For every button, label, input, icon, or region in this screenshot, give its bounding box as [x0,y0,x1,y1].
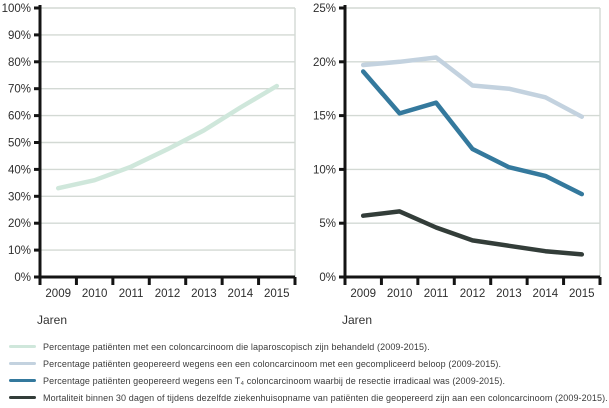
svg-text:2011: 2011 [119,288,144,300]
legend-label-laparoscopisch: Percentage patiënten met een coloncarcin… [43,341,430,352]
svg-text:15%: 15% [313,111,336,123]
legend-label-t4: Percentage patiënten geopereerd wegens e… [43,375,506,386]
svg-text:2010: 2010 [82,288,108,300]
svg-text:2009: 2009 [350,288,376,300]
svg-text:2009: 2009 [45,288,71,300]
svg-text:10%: 10% [313,164,336,176]
legend-label-mortaliteit: Mortaliteit binnen 30 dagen of tijdens d… [43,392,608,403]
legend-item-laparoscopisch: Percentage patiënten met een coloncarcin… [0,338,609,355]
svg-text:100%: 100% [2,3,31,15]
svg-text:2015: 2015 [264,288,290,300]
legend-item-gecompliceerd-beloop: Percentage patiënten geopereerd wegens e… [0,355,609,372]
svg-text:2012: 2012 [155,288,181,300]
legend: Percentage patiënten met een coloncarcin… [0,338,609,406]
svg-text:2013: 2013 [496,288,522,300]
svg-text:70%: 70% [8,84,31,96]
legend-swatch-gecompliceerd-line [9,362,36,365]
svg-text:2013: 2013 [191,288,217,300]
svg-text:10%: 10% [8,245,31,257]
svg-text:5%: 5% [319,218,336,230]
svg-text:20%: 20% [8,218,31,230]
right-chart-svg: 0% 5% 10% 15% 20% 25% 2009 2010 2011 2012 2013 2014… [313,3,602,327]
legend-swatch-mortaliteit-line [9,396,36,399]
svg-text:50%: 50% [8,138,31,150]
legend-item-t4-irradicaal: Percentage patiënten geopereerd wegens e… [0,372,609,389]
svg-text:2015: 2015 [569,288,595,300]
svg-text:2011: 2011 [424,288,449,300]
svg-text:90%: 90% [8,30,31,42]
svg-text:2012: 2012 [460,288,486,300]
left-chart: 0% 10% 20% 30% 40% 50% 60% 70% 80% 90% 100% 2009 201… [0,0,302,336]
svg-text:0%: 0% [319,272,336,284]
svg-text:30%: 30% [8,191,31,203]
legend-label-gecompliceerd: Percentage patiënten geopereerd wegens e… [43,358,502,369]
legend-item-mortaliteit: Mortaliteit binnen 30 dagen of tijdens d… [0,389,609,406]
svg-text:2010: 2010 [387,288,413,300]
svg-text:0%: 0% [14,272,31,284]
legend-swatch-t4-line [9,379,36,382]
right-chart: 0% 5% 10% 15% 20% 25% 2009 2010 2011 2012 2013 2014… [302,0,609,336]
left-chart-svg: 0% 10% 20% 30% 40% 50% 60% 70% 80% 90% 100% 2009 201… [2,3,297,327]
legend-swatch-laparoscopisch-line [9,345,36,348]
svg-text:Jaren: Jaren [342,313,372,327]
svg-text:20%: 20% [313,57,336,69]
charts-row: 0% 10% 20% 30% 40% 50% 60% 70% 80% 90% 100% 2009 201… [0,0,609,336]
svg-text:2014: 2014 [228,288,254,300]
svg-text:60%: 60% [8,111,31,123]
svg-text:25%: 25% [313,3,336,15]
svg-text:40%: 40% [8,164,31,176]
svg-text:Jaren: Jaren [37,313,67,327]
svg-text:80%: 80% [8,57,31,69]
svg-text:2014: 2014 [533,288,559,300]
